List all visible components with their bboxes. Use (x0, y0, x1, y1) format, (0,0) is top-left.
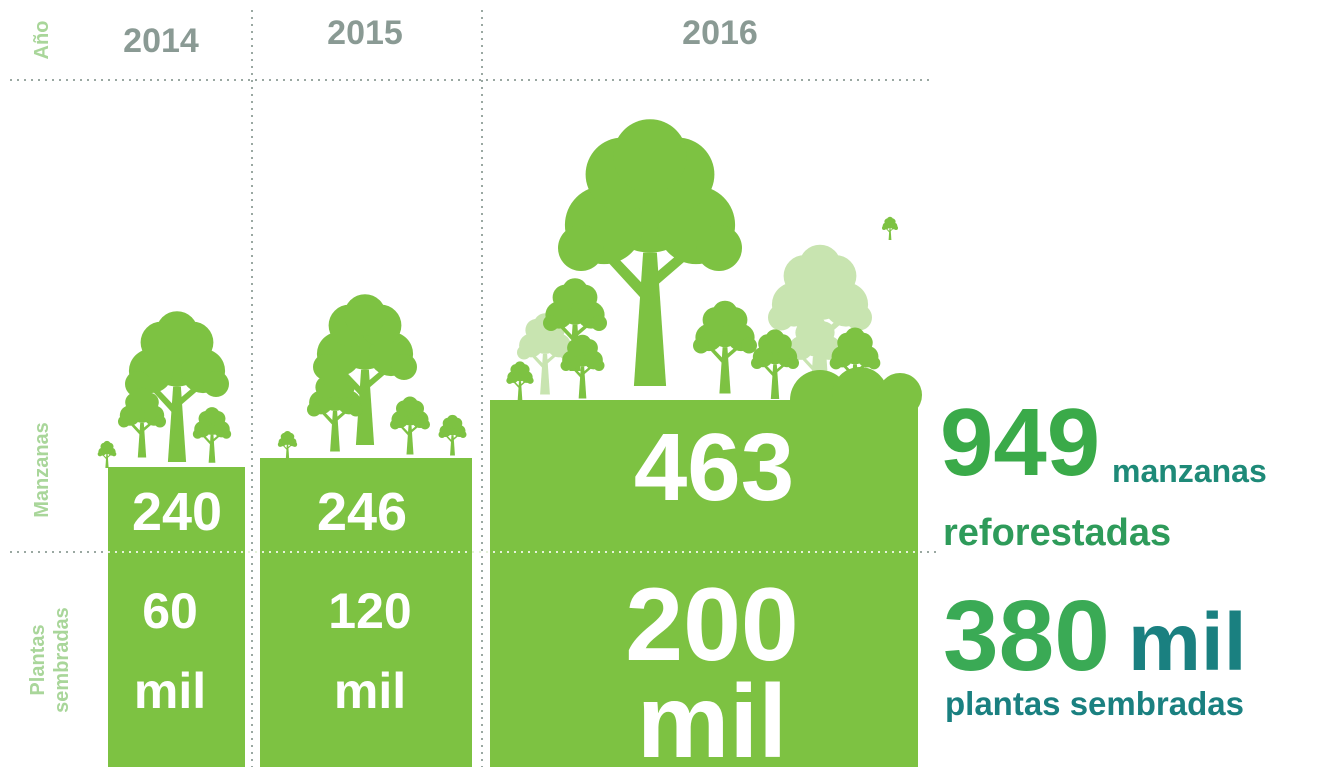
column-block (260, 458, 472, 767)
year-label: 2015 (327, 14, 403, 52)
row-label: sembradas (51, 607, 73, 713)
summary-total: 380 (943, 580, 1110, 692)
row-label: Plantas (27, 624, 49, 695)
manzanas-value: 463 (634, 414, 794, 521)
row-label: Año (31, 21, 53, 60)
column-block (108, 467, 245, 767)
summary-text: manzanas (1112, 453, 1267, 489)
manzanas-value: 240 (132, 482, 222, 542)
plantas-unit: mil (334, 663, 406, 719)
plantas-unit: mil (637, 664, 787, 767)
plantas-value: 120 (328, 583, 411, 639)
year-label: 2014 (123, 22, 199, 60)
plantas-value: 200 (625, 567, 799, 683)
year-label: 2016 (682, 14, 758, 52)
plantas-unit: mil (134, 663, 206, 719)
summary-total: 949 (940, 389, 1100, 496)
manzanas-value: 246 (317, 482, 407, 542)
plantas-value: 60 (142, 583, 198, 639)
columns (108, 400, 918, 767)
row-label: Manzanas (31, 422, 53, 518)
summary-text: reforestadas (943, 512, 1171, 554)
column-block (490, 400, 918, 767)
summary-unit: mil (1128, 597, 1246, 688)
summary-text: plantas sembradas (945, 685, 1244, 722)
